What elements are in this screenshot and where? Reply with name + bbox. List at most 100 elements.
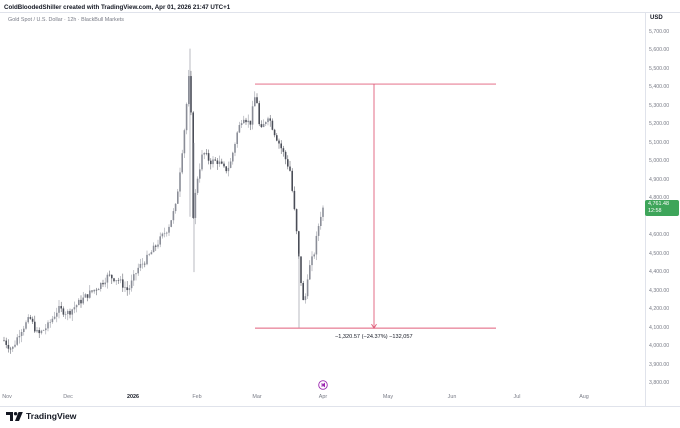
candle-body [80,299,82,304]
candle-body [75,305,78,308]
candle-body [183,130,186,154]
time-tick-label: Apr [318,394,328,400]
price-tick-label: 4,400.00 [649,269,670,276]
candle-body [7,344,10,349]
candle-body [111,274,113,279]
candle-body [309,265,311,280]
price-tick-label: 4,000.00 [649,343,670,350]
candle-body [102,282,104,285]
measure-arrow-icon [371,323,377,329]
candle-body [245,119,247,123]
candle-body [260,124,263,128]
candle-body [128,288,131,291]
candle-body [315,235,318,255]
candle-body [238,125,241,133]
candle-body [298,231,300,257]
price-tick-label: 4,600.00 [649,232,670,239]
candle-body [89,290,91,298]
price-tick-label: 4,200.00 [649,306,670,313]
candle-body [86,294,89,298]
symbol-legend[interactable]: Gold Spot / U.S. Dollar · 12h · BlackBul… [8,17,124,23]
candle-body [93,289,95,292]
candle-body [293,190,296,210]
candle-body [104,282,106,285]
candle-body [159,236,161,245]
candle-body [243,119,245,124]
candle-body [113,278,115,282]
candle-body [216,160,219,164]
candle-body [190,76,192,113]
candle-body [232,152,234,162]
candle-body [139,263,142,268]
tradingview-logo[interactable]: TradingView [6,410,76,422]
candle-body [271,120,274,130]
price-tick-label: 3,800.00 [649,380,670,386]
candle-body [64,314,67,315]
candle-body [304,296,307,301]
candle-body [207,153,210,161]
candle-body [317,225,320,236]
candle-body [225,166,227,172]
candle-body [141,263,144,265]
candle-body [177,191,179,204]
price-tick-label: 5,300.00 [649,102,670,109]
candle-body [302,282,304,301]
price-tick-label: 5,000.00 [649,158,670,165]
candle-body [23,328,25,333]
price-tick-label: 3,900.00 [649,361,670,368]
candle-body [20,332,23,336]
candle-body [161,233,164,237]
candle-body [133,274,135,281]
chart-pane[interactable] [0,12,680,407]
current-price-tag: 4,761.48 12:58 [645,200,679,216]
candle-body [130,280,133,289]
candle-body [84,294,87,298]
candle-body [221,161,223,164]
candle-body [199,169,201,179]
candle-body [67,310,69,315]
candle-body [276,135,278,141]
chart-attribution: ColdBloodedShiller created with TradingV… [4,4,231,11]
price-tick-label: 5,100.00 [649,139,670,146]
candle-body [5,340,7,345]
candle-body [108,274,111,276]
candle-body [124,287,126,288]
brand-name: TradingView [26,411,77,421]
candle-body [144,263,146,265]
replay-icon[interactable] [318,380,328,390]
price-tick-label: 4,500.00 [649,250,670,257]
candle-body [3,340,5,342]
candle-body [62,308,65,315]
candle-body [214,159,216,161]
candle-body [168,226,170,233]
candle-body [181,153,183,173]
candle-body [249,120,252,125]
candle-body [27,317,29,323]
candle-body [205,153,208,154]
candle-body [234,143,236,153]
candle-body [95,289,98,291]
candle-body [256,97,258,104]
candle-body [300,256,302,283]
candle-body [119,279,122,281]
candle-body [146,254,148,265]
candle-body [137,267,139,274]
candle-body [188,76,190,105]
price-chart[interactable] [0,0,645,408]
price-tick-label: 5,400.00 [649,84,670,91]
price-tick-label: 4,300.00 [649,287,670,294]
candle-body [91,290,93,292]
candle-body [36,330,38,332]
candle-body [313,254,315,257]
candle-body [306,279,309,297]
candle-body [320,216,322,226]
candle-body [14,344,16,347]
candle-body [106,274,109,283]
candle-body [47,322,49,329]
candle-body [236,132,238,144]
currency-label[interactable]: USD [650,15,663,21]
candle-body [71,309,73,315]
time-tick-label: Feb [192,394,202,400]
current-price-value: 4,761.48 [648,201,669,207]
candle-body [29,317,32,319]
